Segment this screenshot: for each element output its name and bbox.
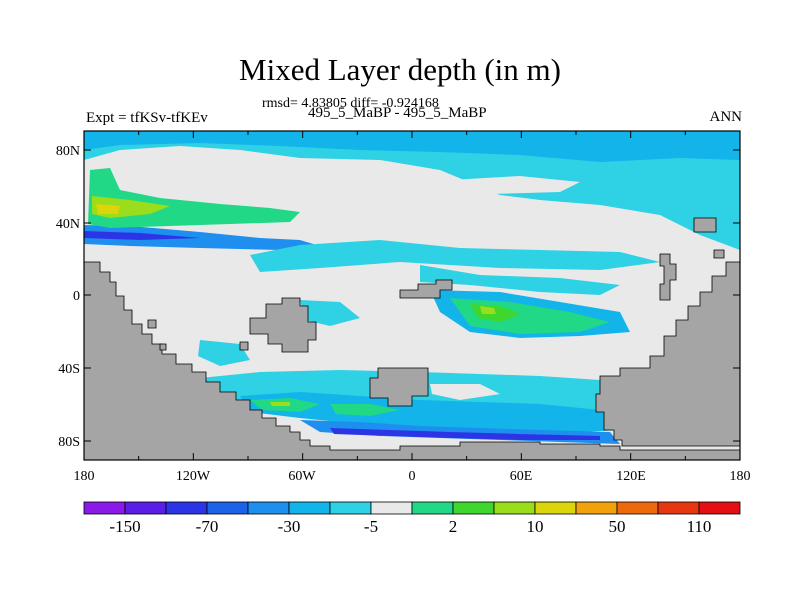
- colorbar-swatch: [575, 501, 618, 515]
- axis-ticks: [83, 131, 741, 460]
- lon-label-120w: 120W: [176, 469, 211, 484]
- colorbar-swatch: [247, 501, 290, 515]
- colorbar-swatch: [657, 501, 700, 515]
- colorbar-swatch: [165, 501, 208, 515]
- land-east-continent: [595, 261, 740, 447]
- lat-label-80s: 80S: [58, 435, 80, 450]
- colorbar-swatch: [83, 501, 126, 515]
- land-equatorial-island: [399, 279, 453, 299]
- equatorial-band: [420, 265, 620, 295]
- central-blue-patch: [300, 300, 360, 326]
- colorbar-swatch: [411, 501, 454, 515]
- lon-label-60w: 60W: [288, 469, 316, 484]
- lon-label-0: 0: [409, 469, 416, 484]
- lat-label-40s: 40S: [58, 362, 80, 377]
- colorbar-swatch: [698, 501, 741, 515]
- southern-green-streak-2: [330, 404, 400, 416]
- antarctic-deep-strip: [330, 428, 600, 440]
- plot-title: Mixed Layer depth (in m): [239, 52, 561, 87]
- lon-label-180e: 180: [730, 469, 751, 484]
- lon-label-120e: 120E: [616, 469, 646, 484]
- colorbar-swatch: [534, 501, 577, 515]
- equatorial-north-band: [250, 240, 660, 272]
- lat-label-80n: 80N: [56, 144, 80, 159]
- land-southern-island: [369, 367, 429, 407]
- colorbar-label: -30: [278, 517, 301, 536]
- arctic-band: [84, 131, 740, 162]
- colorbar-label: 2: [449, 517, 458, 536]
- north-pacific-deep-band: [84, 225, 320, 250]
- south-central-blue-patch: [198, 340, 250, 366]
- colorbar-label: 10: [527, 517, 544, 536]
- north-pacific-yellow-core: [96, 204, 120, 214]
- east-basin-yellow-green-core: [480, 306, 496, 314]
- land-islet-2: [239, 341, 249, 351]
- stats-line: rmsd= 4.83805 diff= -0.924168: [262, 96, 439, 111]
- land-west-continent: [84, 261, 740, 460]
- colorbar-swatch: [329, 501, 372, 515]
- case-label: 495_5_MaBP - 495_5_MaBP: [308, 105, 487, 121]
- land-east-island-chain: [659, 253, 677, 301]
- southern-neutral-hole: [430, 384, 500, 400]
- colorbar: [83, 501, 741, 515]
- kuroshio-strip: [84, 231, 200, 240]
- colorbar-label: -5: [364, 517, 378, 536]
- colorbar-label: 50: [609, 517, 626, 536]
- lat-label-40n: 40N: [56, 217, 80, 232]
- north-neutral-patch-1: [260, 168, 420, 192]
- map-field: [84, 131, 740, 460]
- lat-label-0: 0: [73, 289, 80, 304]
- season-label: ANN: [709, 109, 743, 125]
- colorbar-swatch: [124, 501, 167, 515]
- north-ocean-band: [84, 131, 740, 250]
- colorbar-swatch: [288, 501, 331, 515]
- colorbar-label: 110: [687, 517, 712, 536]
- land-northeast-island: [693, 217, 717, 233]
- north-neutral-patch-2: [120, 156, 240, 172]
- land-islet-3: [159, 343, 167, 351]
- north-neutral-patch-3: [450, 176, 580, 194]
- lon-label-180w: 180: [74, 469, 95, 484]
- colorbar-swatch: [493, 501, 536, 515]
- southern-ocean-inner-band: [240, 392, 620, 434]
- colorbar-swatch: [616, 501, 659, 515]
- southern-yellow-streak: [270, 402, 290, 406]
- colorbar-labels: -150 -70 -30 -5 2 10 50 110: [109, 517, 711, 536]
- colorbar-swatch: [370, 501, 413, 515]
- colorbar-swatch: [452, 501, 495, 515]
- experiment-label: Expt = tfKSv-tfKEv: [86, 110, 208, 126]
- colorbar-label: -150: [109, 517, 140, 536]
- colorbar-swatch: [206, 501, 249, 515]
- colorbar-label: -70: [196, 517, 219, 536]
- land-islet-1: [147, 319, 157, 329]
- lon-label-60e: 60E: [510, 469, 533, 484]
- land-central-island: [249, 297, 317, 353]
- land-east-islet: [713, 249, 725, 259]
